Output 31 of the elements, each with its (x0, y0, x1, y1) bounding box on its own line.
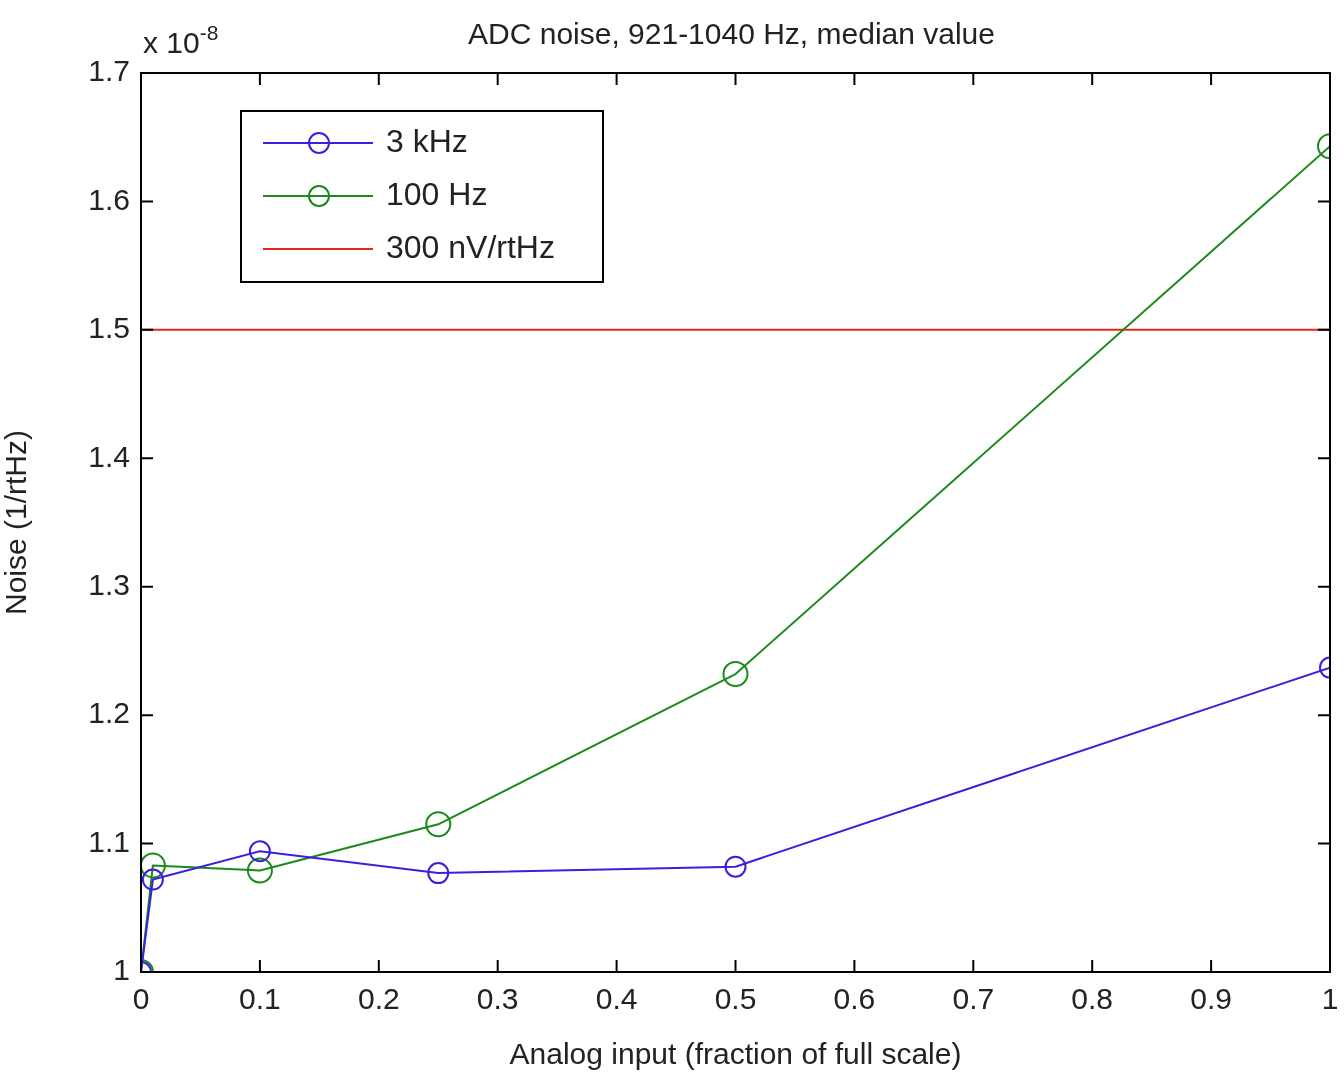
point (246, 857, 273, 884)
chart-title: ADC noise, 921-1040 Hz, median value (468, 17, 995, 50)
x-tick-label: 0.5 (714, 982, 757, 1016)
x-tick-label: 0.3 (476, 982, 519, 1016)
point (141, 852, 166, 879)
y-tick-label: 1.6 (88, 182, 130, 216)
y-tick-label: 1.4 (88, 439, 130, 473)
x-tick-label: 0.1 (239, 982, 281, 1016)
x-tick-label: 0.8 (1071, 982, 1114, 1016)
point (141, 868, 164, 891)
x-tick-label: 0.2 (357, 982, 400, 1016)
x-tick-label: 0.7 (952, 982, 995, 1016)
y-tick-label: 1.2 (88, 696, 130, 730)
point (425, 811, 452, 838)
point (427, 862, 450, 885)
x-tick-label: 0 (132, 982, 150, 1016)
legend-label: 3 kHz (386, 122, 468, 159)
legend-label: 100 Hz (386, 175, 488, 212)
x-axis-title: Analog input (fraction of full scale) (509, 1037, 962, 1071)
x-tick-label: 0.9 (1190, 982, 1232, 1016)
y-tick-label: 1.5 (88, 311, 130, 345)
y-tick-label: 1.1 (88, 824, 130, 858)
y-axis-title: Noise (1/rtHz) (0, 429, 33, 616)
y-tick-label: 1.7 (88, 54, 130, 88)
point (248, 840, 271, 863)
legend-label: 300 nV/rtHz (386, 228, 555, 265)
x-tick-label: 1 (1321, 982, 1339, 1016)
x-tick-label: 0.6 (833, 982, 876, 1016)
y-tick-label: 1 (113, 953, 130, 987)
y-tick-label: 1.3 (88, 567, 130, 601)
x-tick-label: 0.4 (595, 982, 638, 1016)
